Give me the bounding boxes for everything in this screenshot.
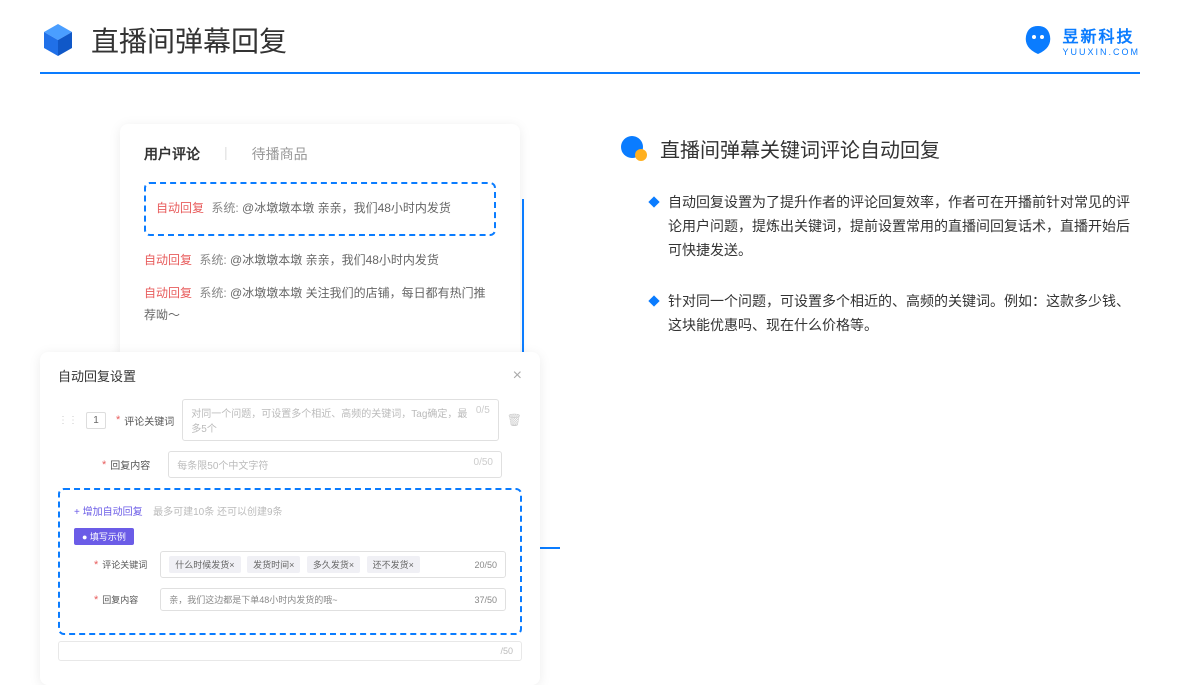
delete-icon[interactable]: 🗑 (507, 413, 522, 427)
tab-separator: | (224, 144, 228, 164)
ex-keyword-input[interactable]: 什么时候发货× 发货时间× 多久发货× 还不发货× 20/50 (160, 551, 506, 578)
system-label: 系统: (199, 253, 226, 267)
keyword-tag[interactable]: 什么时候发货× (169, 556, 240, 573)
ex-keyword-label: 评论关键词 (102, 558, 160, 571)
bullet-text: 针对同一个问题，可设置多个相近的、高频的关键词。例如：这款多少钱、这块能优惠吗、… (668, 290, 1140, 338)
keyword-label: 评论关键词 (124, 413, 182, 428)
left-panel: 用户评论 | 待播商品 自动回复 系统: @冰墩墩本墩 亲亲，我们48小时内发货… (40, 124, 560, 685)
keyword-tag[interactable]: 多久发货× (307, 556, 360, 573)
example-content-row: * 回复内容 亲，我们这边都是下单48小时内发货的哦~ 37/50 (74, 588, 506, 611)
comment-text: @冰墩墩本墩 亲亲，我们48小时内发货 (230, 253, 439, 267)
settings-card: 自动回复设置 × ⋮⋮ 1 * 评论关键词 对同一个问题，可设置多个相近、高频的… (40, 352, 540, 685)
comment-row: 自动回复 系统: @冰墩墩本墩 关注我们的店铺，每日都有热门推荐呦～ (144, 277, 496, 332)
comment-text: @冰墩墩本墩 亲亲，我们48小时内发货 (242, 201, 451, 215)
example-box: + 增加自动回复 最多可建10条 还可以创建9条 ● 填写示例 * 评论关键词 … (58, 488, 522, 635)
content-placeholder: 每条限50个中文字符 (177, 457, 268, 472)
ex-content-label: 回复内容 (102, 593, 160, 606)
outer-count: /50 (500, 646, 513, 656)
comment-row: 自动回复 系统: @冰墩墩本墩 亲亲，我们48小时内发货 (144, 244, 496, 278)
logo-main-text: 昱新科技 (1062, 23, 1140, 47)
content-row: * 回复内容 每条限50个中文字符 0/50 (58, 451, 522, 478)
settings-title: 自动回复设置 (58, 366, 136, 385)
required-indicator: * (94, 559, 98, 571)
highlighted-comment: 自动回复 系统: @冰墩墩本墩 亲亲，我们48小时内发货 (144, 182, 496, 236)
keyword-count: 0/5 (476, 405, 490, 435)
keyword-input[interactable]: 对同一个问题，可设置多个相近、高频的关键词，Tag确定，最多5个 0/5 (182, 399, 498, 441)
diamond-icon (648, 296, 659, 307)
bullet-item: 针对同一个问题，可设置多个相近的、高频的关键词。例如：这款多少钱、这块能优惠吗、… (620, 290, 1140, 338)
required-indicator: * (102, 459, 106, 471)
required-indicator: * (116, 414, 120, 426)
add-auto-reply-link[interactable]: + 增加自动回复 (74, 507, 143, 518)
ex-keyword-count: 20/50 (474, 560, 497, 570)
system-label: 系统: (199, 286, 226, 300)
bullet-item: 自动回复设置为了提升作者的评论回复效率，作者可在开播前针对常见的评论用户问题，提… (620, 191, 1140, 262)
keyword-tag[interactable]: 发货时间× (247, 556, 300, 573)
outer-count-field: /50 (58, 641, 522, 661)
required-indicator: * (94, 594, 98, 606)
keyword-placeholder: 对同一个问题，可设置多个相近、高频的关键词，Tag确定，最多5个 (191, 405, 476, 435)
row-number: 1 (86, 412, 106, 429)
keyword-row: ⋮⋮ 1 * 评论关键词 对同一个问题，可设置多个相近、高频的关键词，Tag确定… (58, 399, 522, 441)
page-title: 直播间弹幕回复 (91, 20, 1022, 60)
brand-logo: 昱新科技 YUUXIN.COM (1022, 23, 1140, 57)
right-panel: 直播间弹幕关键词评论自动回复 自动回复设置为了提升作者的评论回复效率，作者可在开… (620, 124, 1140, 685)
section-header: 直播间弹幕关键词评论自动回复 (620, 134, 1140, 163)
diamond-icon (648, 196, 659, 207)
comment-text: @冰墩墩本墩 关注我们的店铺，每日都有热门推荐呦～ (144, 286, 486, 322)
content-input[interactable]: 每条限50个中文字符 0/50 (168, 451, 502, 478)
ex-content-count: 37/50 (474, 595, 497, 605)
keyword-tag[interactable]: 还不发货× (367, 556, 420, 573)
comment-card: 用户评论 | 待播商品 自动回复 系统: @冰墩墩本墩 亲亲，我们48小时内发货… (120, 124, 520, 362)
example-keyword-row: * 评论关键词 什么时候发货× 发货时间× 多久发货× 还不发货× 20/50 (74, 551, 506, 578)
ex-content-text: 亲，我们这边都是下单48小时内发货的哦~ (169, 593, 337, 606)
chat-bubble-icon (620, 135, 648, 163)
auto-reply-tag: 自动回复 (144, 253, 192, 267)
tab-user-comments[interactable]: 用户评论 (144, 144, 200, 164)
ex-content-input[interactable]: 亲，我们这边都是下单48小时内发货的哦~ 37/50 (160, 588, 506, 611)
auto-reply-tag: 自动回复 (156, 201, 204, 215)
bullet-text: 自动回复设置为了提升作者的评论回复效率，作者可在开播前针对常见的评论用户问题，提… (668, 191, 1140, 262)
logo-icon (1022, 24, 1054, 56)
add-hint: 最多可建10条 还可以创建9条 (153, 507, 282, 518)
section-title: 直播间弹幕关键词评论自动回复 (660, 134, 940, 163)
system-label: 系统: (211, 201, 238, 215)
settings-title-bar: 自动回复设置 × (58, 366, 522, 385)
tab-pending-products[interactable]: 待播商品 (252, 144, 308, 164)
content-label: 回复内容 (110, 457, 168, 472)
close-icon[interactable]: × (513, 367, 522, 385)
example-badge: ● 填写示例 (74, 528, 134, 545)
drag-handle-icon[interactable]: ⋮⋮ (58, 415, 78, 426)
cube-icon (40, 22, 76, 58)
auto-reply-tag: 自动回复 (144, 286, 192, 300)
page-header: 直播间弹幕回复 昱新科技 YUUXIN.COM (0, 0, 1180, 60)
comment-tabs: 用户评论 | 待播商品 (144, 144, 496, 164)
content-count: 0/50 (474, 457, 493, 472)
logo-sub-text: YUUXIN.COM (1062, 47, 1140, 57)
